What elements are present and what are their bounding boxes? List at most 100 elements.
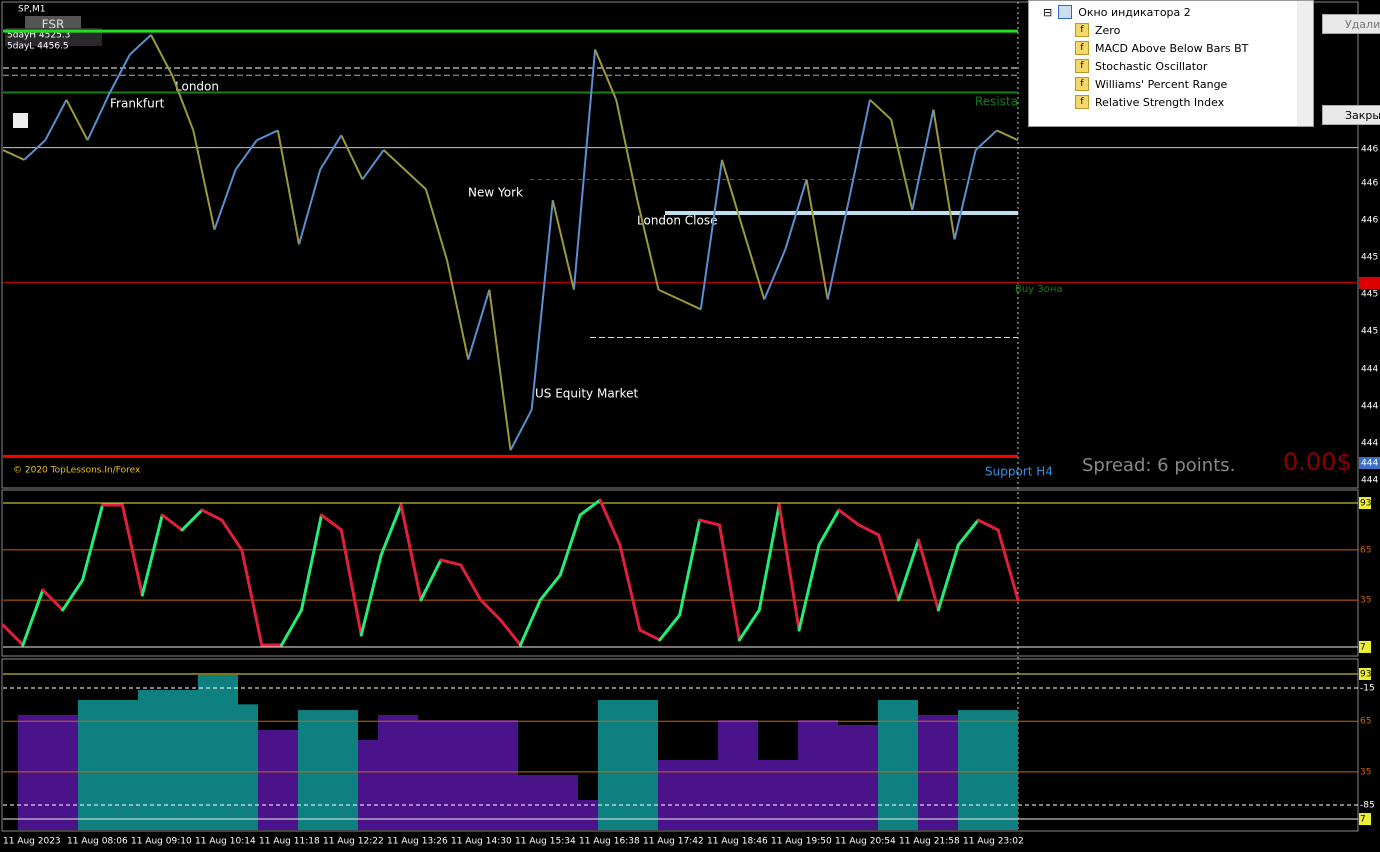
rsi-segment xyxy=(658,613,682,642)
hist-pane xyxy=(1,658,1359,832)
main-pane xyxy=(1,1,1359,489)
rsi-segment xyxy=(140,513,164,597)
price-segment xyxy=(150,34,174,76)
rsi-segment xyxy=(678,518,702,617)
price-segment xyxy=(805,179,829,300)
tree-item[interactable]: f Zero xyxy=(1075,22,1120,38)
price-axis-label: 445 xyxy=(1361,327,1378,337)
price-axis-label: 444 xyxy=(1361,402,1378,412)
tree-item[interactable]: f Williams' Percent Range xyxy=(1075,76,1227,92)
level-tag xyxy=(1359,497,1371,510)
tree-item-label: MACD Above Below Bars BT xyxy=(1095,41,1249,55)
time-label: 11 Aug 2023 xyxy=(3,837,61,847)
hist-tick-label: 35 xyxy=(1360,767,1371,777)
rsi-segment xyxy=(499,618,522,647)
hist-bar xyxy=(38,714,58,830)
rsi-segment xyxy=(936,543,960,612)
rsi-segment xyxy=(81,503,105,582)
rsi-segment xyxy=(1,623,25,647)
hist-bar xyxy=(158,690,178,830)
checkbox[interactable] xyxy=(13,113,28,128)
time-label: 11 Aug 12:22 xyxy=(323,837,384,847)
tree-item[interactable]: f MACD Above Below Bars BT xyxy=(1075,40,1248,56)
hist-bar xyxy=(978,710,998,830)
rsi-segment xyxy=(777,503,801,632)
hist-bar xyxy=(678,760,698,830)
hist-bar xyxy=(598,699,618,830)
rsi-segment xyxy=(518,598,542,647)
window-title: SP,M1 xyxy=(18,5,46,15)
hist-bar xyxy=(18,714,38,830)
hist-bar xyxy=(638,699,658,830)
delete-button[interactable]: Удали xyxy=(1322,14,1380,34)
price-segment xyxy=(530,200,554,410)
hist-bar xyxy=(498,720,518,830)
rsi-segment xyxy=(180,508,204,532)
price-segment xyxy=(658,288,681,301)
price-segment xyxy=(890,119,914,211)
price-segment xyxy=(86,94,110,141)
session-label: New York xyxy=(468,186,523,200)
hist-bar xyxy=(358,739,378,830)
hist-bar xyxy=(258,729,278,830)
hist-bar xyxy=(298,710,318,830)
time-label: 11 Aug 13:26 xyxy=(387,837,448,847)
hist-bar xyxy=(198,675,218,830)
time-label: 11 Aug 14:30 xyxy=(451,837,512,847)
hist-bar xyxy=(178,690,198,830)
tree-item[interactable]: f Relative Strength Index xyxy=(1075,94,1224,110)
price-segment xyxy=(636,200,660,290)
price-tag xyxy=(1359,457,1380,469)
scrollbar[interactable] xyxy=(1297,1,1313,126)
rsi-segment xyxy=(817,508,841,547)
hist-bar xyxy=(418,720,438,830)
rsi-segment xyxy=(339,528,363,637)
rsi-segment xyxy=(220,518,244,552)
price-segment xyxy=(213,169,237,231)
hist-bar xyxy=(98,699,118,830)
hist-bar xyxy=(658,760,678,830)
close-button[interactable]: Закры xyxy=(1322,105,1380,125)
tree-item-label: Relative Strength Index xyxy=(1095,95,1225,109)
price-axis-label: 445 xyxy=(1361,253,1378,263)
rsi-segment xyxy=(41,588,65,612)
rsi-segment xyxy=(21,588,45,647)
price-segment xyxy=(572,49,597,290)
hist-bar xyxy=(558,775,578,830)
rsi-segment xyxy=(280,608,304,647)
rsi-segment xyxy=(399,503,423,602)
rsi-segment xyxy=(240,548,264,647)
rsi-segment xyxy=(996,528,1020,602)
hist-bar xyxy=(738,720,758,830)
five-day-high: 5dayH 4525.3 xyxy=(7,31,70,41)
price-segment xyxy=(679,298,702,311)
rsi-segment xyxy=(558,513,582,577)
hist-bar xyxy=(818,720,838,830)
rsi-segment xyxy=(857,523,881,537)
extra-level-label: -85 xyxy=(1360,801,1375,811)
rsi-segment xyxy=(956,518,980,547)
hist-bar xyxy=(898,699,918,830)
spread: Spread: 6 points. xyxy=(1082,455,1235,476)
price-segment xyxy=(44,99,68,141)
price-segment xyxy=(826,200,850,300)
rsi-segment xyxy=(797,543,821,632)
level-tag xyxy=(1359,765,1371,778)
price-segment xyxy=(847,99,871,201)
hist-tick-label: 65 xyxy=(1360,717,1371,727)
price-segment xyxy=(953,149,977,240)
rsi-segment xyxy=(379,503,403,557)
copyright: © 2020 TopLessons.In/Forex xyxy=(13,466,141,476)
price-segment xyxy=(234,139,258,171)
price-segment xyxy=(424,188,449,261)
price-axis-label: 444 xyxy=(1361,439,1378,449)
tree-item-label: Stochastic Oscillator xyxy=(1095,59,1208,73)
hist-bar xyxy=(438,720,458,830)
rsi-segment xyxy=(598,498,622,547)
hist-bar xyxy=(858,724,878,830)
rsi-segment xyxy=(717,523,741,642)
tree-item[interactable]: f Stochastic Oscillator xyxy=(1075,58,1207,74)
tree-window[interactable]: ⊟ Окно индикатора 2 xyxy=(1043,5,1191,19)
time-label: 11 Aug 08:06 xyxy=(67,837,128,847)
